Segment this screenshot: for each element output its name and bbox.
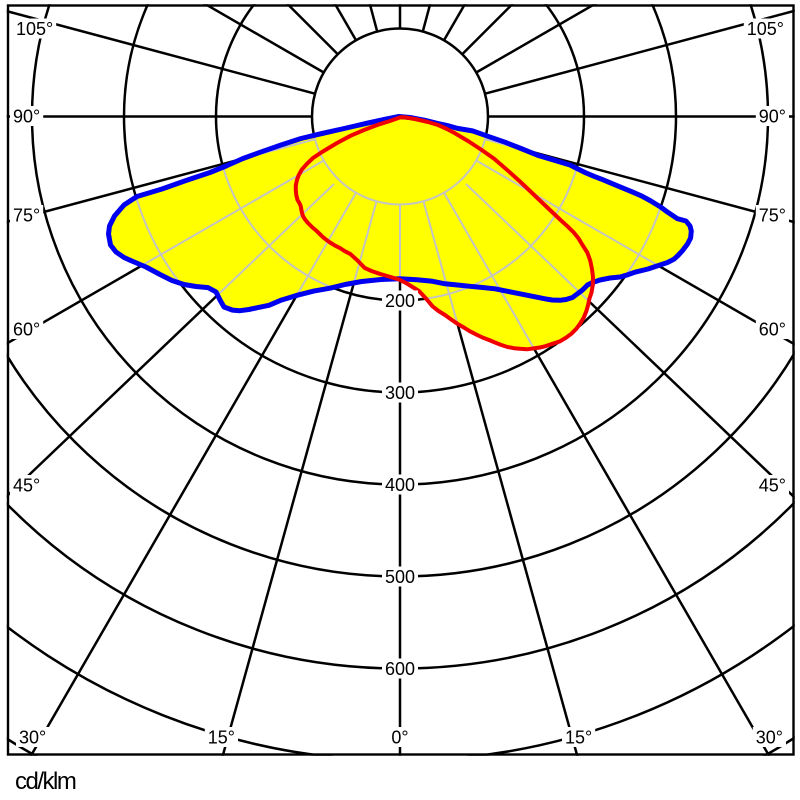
svg-text:30°: 30°	[19, 728, 46, 748]
svg-text:75°: 75°	[759, 206, 786, 226]
svg-text:105°: 105°	[747, 19, 784, 39]
svg-text:cd/klm: cd/klm	[15, 768, 76, 795]
svg-text:200: 200	[385, 291, 415, 311]
svg-text:600: 600	[385, 659, 415, 679]
svg-text:90°: 90°	[759, 107, 786, 127]
svg-text:105°: 105°	[16, 19, 53, 39]
svg-text:400: 400	[385, 475, 415, 495]
svg-text:15°: 15°	[565, 728, 592, 748]
svg-text:75°: 75°	[13, 206, 40, 226]
svg-text:0°: 0°	[391, 728, 408, 748]
svg-text:60°: 60°	[13, 320, 40, 340]
svg-text:45°: 45°	[759, 476, 786, 496]
svg-text:15°: 15°	[208, 728, 235, 748]
svg-text:500: 500	[385, 567, 415, 587]
svg-text:30°: 30°	[756, 728, 783, 748]
svg-text:45°: 45°	[13, 476, 40, 496]
svg-text:60°: 60°	[759, 320, 786, 340]
svg-text:300: 300	[385, 383, 415, 403]
svg-text:90°: 90°	[13, 107, 40, 127]
